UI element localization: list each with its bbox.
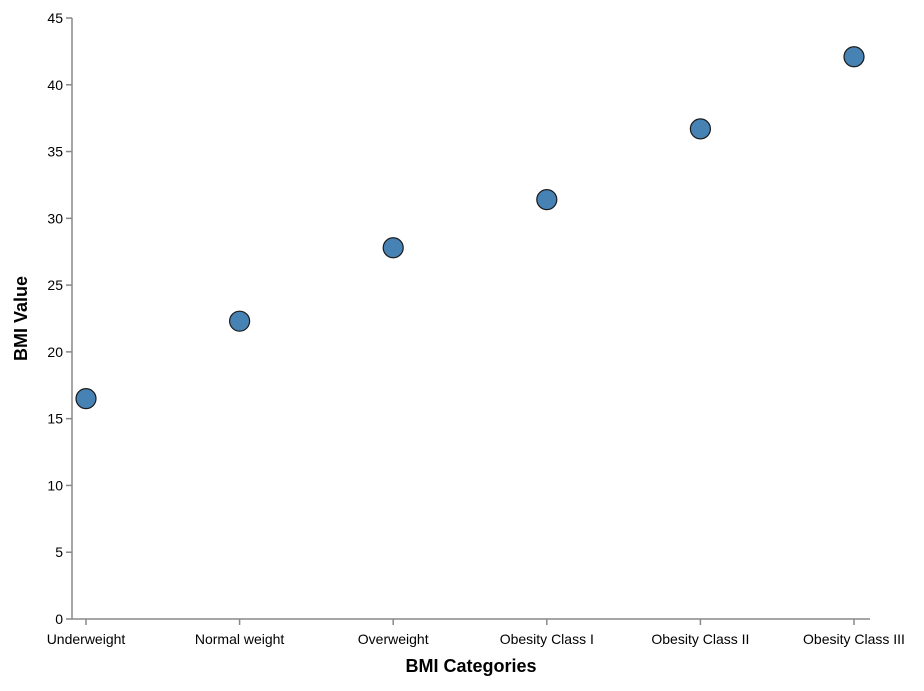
data-points: [75, 46, 865, 410]
x-axis-title: BMI Categories: [405, 656, 536, 676]
y-tick-label: 0: [55, 611, 63, 627]
y-tick-label: 10: [47, 477, 63, 493]
y-tick-label: 30: [47, 210, 63, 226]
x-axis: Underweight Normal weight Overweight Obesit…: [47, 618, 905, 647]
x-tick-label: Obesity Class I: [500, 631, 594, 647]
y-tick-label: 35: [47, 144, 63, 160]
y-tick-label: 20: [47, 344, 63, 360]
y-axis: 0 5 10 15 20 25 30 35 40 45: [47, 10, 73, 627]
data-point[interactable]: [536, 189, 558, 211]
data-point[interactable]: [229, 310, 251, 332]
y-tick-label: 45: [47, 10, 63, 26]
y-tick-label: 5: [55, 544, 63, 560]
y-tick-label: 25: [47, 277, 63, 293]
x-tick-label: Normal weight: [195, 631, 285, 647]
y-tick-label: 15: [47, 411, 63, 427]
data-point[interactable]: [75, 388, 97, 410]
data-point[interactable]: [382, 237, 404, 259]
x-tick-label: Obesity Class II: [651, 631, 749, 647]
x-tick-label: Overweight: [358, 631, 429, 647]
data-point[interactable]: [843, 46, 865, 68]
data-point[interactable]: [689, 118, 712, 140]
x-tick-label: Underweight: [47, 631, 126, 647]
x-tick-label: Obesity Class III: [803, 631, 905, 647]
y-tick-label: 40: [47, 77, 63, 93]
y-axis-title: BMI Value: [11, 276, 31, 361]
